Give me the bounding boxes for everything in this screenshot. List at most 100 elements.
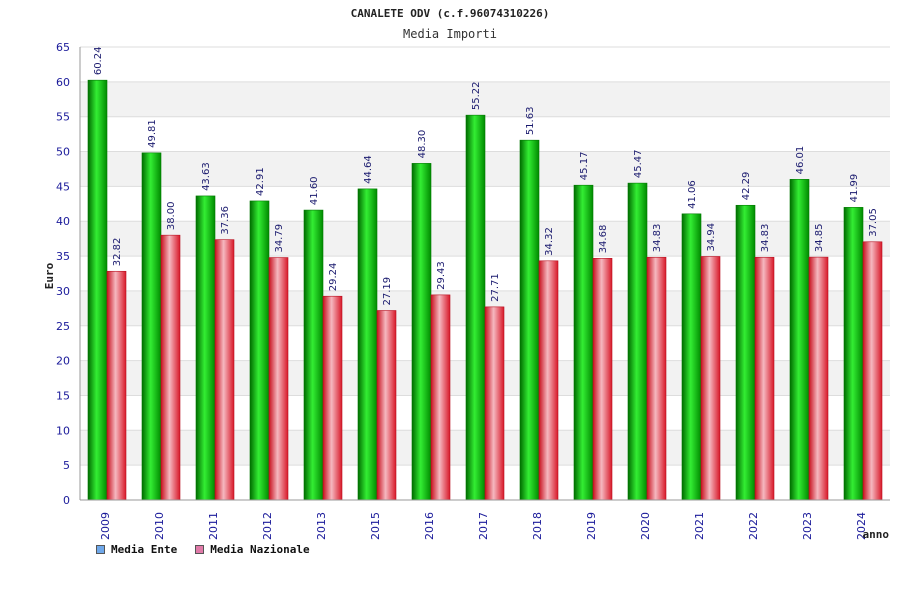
x-tick-label: 2012 bbox=[261, 512, 274, 540]
chart-title: CANALETE ODV (c.f.96074310226) bbox=[351, 7, 550, 20]
data-label: 60.24 bbox=[93, 47, 104, 76]
y-tick-label: 10 bbox=[56, 424, 70, 437]
grid-band bbox=[80, 81, 890, 117]
y-tick-label: 50 bbox=[56, 146, 70, 159]
axes bbox=[79, 47, 890, 501]
bar-media-nazionale bbox=[214, 239, 235, 501]
bar-media-ente bbox=[627, 182, 648, 501]
bar-media-nazionale bbox=[322, 295, 343, 501]
bar-media-nazionale bbox=[538, 260, 559, 501]
data-label: 37.05 bbox=[868, 208, 879, 237]
bar-media-ente bbox=[735, 204, 756, 501]
data-label: 34.79 bbox=[274, 224, 285, 253]
x-tick-label: 2023 bbox=[801, 512, 814, 540]
data-label: 34.83 bbox=[652, 224, 663, 253]
data-label: 44.64 bbox=[363, 155, 374, 184]
bar-media-nazionale bbox=[376, 310, 397, 501]
data-label: 45.47 bbox=[633, 149, 644, 178]
x-tick-label: 2016 bbox=[423, 512, 436, 540]
bar-media-nazionale bbox=[700, 256, 721, 501]
data-label: 32.82 bbox=[112, 238, 123, 267]
data-label: 55.22 bbox=[471, 82, 482, 111]
y-tick-label: 0 bbox=[63, 494, 70, 507]
y-tick-label: 55 bbox=[56, 111, 70, 124]
x-tick-label: 2017 bbox=[477, 512, 490, 540]
bar-media-nazionale bbox=[160, 234, 181, 501]
data-label: 29.24 bbox=[328, 263, 339, 292]
bar-media-ente bbox=[573, 184, 594, 501]
x-tick-label: 2019 bbox=[585, 512, 598, 540]
y-tick-label: 25 bbox=[56, 320, 70, 333]
legend-item-media-nazionale: Media Nazionale bbox=[195, 543, 310, 556]
bars bbox=[87, 79, 883, 501]
x-tick-labels: 2009 2010 2011 2012 2013 2015 2016 2017 2018 2019… bbox=[99, 512, 868, 540]
chart-subtitle: Media Importi bbox=[403, 27, 497, 41]
bar-media-nazionale bbox=[862, 241, 883, 501]
data-label: 43.63 bbox=[201, 162, 212, 191]
data-label: 46.01 bbox=[795, 146, 806, 175]
data-label: 42.29 bbox=[741, 172, 752, 201]
data-label: 34.85 bbox=[814, 223, 825, 252]
data-label: 34.94 bbox=[706, 223, 717, 252]
bar-media-ente bbox=[519, 139, 540, 501]
data-label: 38.00 bbox=[166, 202, 177, 231]
legend-swatch-media-ente bbox=[96, 545, 105, 554]
legend-item-media-ente: Media Ente bbox=[96, 543, 177, 556]
data-label: 48.30 bbox=[417, 130, 428, 159]
bar-media-ente bbox=[249, 200, 270, 501]
data-label: 51.63 bbox=[525, 107, 536, 136]
bar-media-ente bbox=[789, 179, 810, 501]
y-tick-label: 45 bbox=[56, 180, 70, 193]
y-tick-label: 30 bbox=[56, 285, 70, 298]
data-label: 41.99 bbox=[849, 174, 860, 203]
legend-label-media-nazionale: Media Nazionale bbox=[210, 543, 310, 556]
x-axis-label: anno bbox=[863, 528, 890, 541]
x-tick-label: 2013 bbox=[315, 512, 328, 540]
y-axis-label: Euro bbox=[43, 262, 56, 289]
x-tick-label: 2015 bbox=[369, 512, 382, 540]
y-tick-label: 35 bbox=[56, 250, 70, 263]
bar-media-nazionale bbox=[268, 257, 289, 501]
data-label: 34.32 bbox=[544, 227, 555, 256]
data-label: 29.43 bbox=[436, 261, 447, 290]
bar-media-ente bbox=[141, 152, 162, 501]
data-label: 41.06 bbox=[687, 180, 698, 209]
y-tick-label: 65 bbox=[56, 41, 70, 54]
bar-media-nazionale bbox=[484, 306, 505, 501]
bar-media-nazionale bbox=[646, 256, 667, 501]
bar-media-ente bbox=[303, 209, 324, 501]
bar-media-ente bbox=[411, 163, 432, 501]
y-tick-label: 60 bbox=[56, 76, 70, 89]
x-tick-label: 2018 bbox=[531, 512, 544, 540]
legend-label-media-ente: Media Ente bbox=[111, 543, 178, 556]
bar-media-nazionale bbox=[592, 258, 613, 501]
y-tick-label: 5 bbox=[63, 459, 70, 472]
bar-media-ente bbox=[843, 207, 864, 501]
y-tick-label: 15 bbox=[56, 389, 70, 402]
bar-media-ente bbox=[87, 79, 108, 501]
data-label: 45.17 bbox=[579, 152, 590, 181]
x-tick-label: 2009 bbox=[99, 512, 112, 540]
bar-media-ente bbox=[357, 188, 378, 501]
y-tick-label: 20 bbox=[56, 355, 70, 368]
bar-media-nazionale bbox=[430, 294, 451, 501]
legend: Media Ente Media Nazionale bbox=[96, 543, 310, 556]
data-labels: 60.24 32.82 49.81 38.00 43.63 37.36 42.91 34.79… bbox=[93, 47, 879, 306]
bar-media-ente bbox=[681, 213, 702, 501]
data-label: 27.71 bbox=[490, 273, 501, 302]
y-tick-label: 40 bbox=[56, 215, 70, 228]
bar-media-ente bbox=[465, 114, 486, 501]
bar-media-nazionale bbox=[106, 270, 127, 501]
bar-media-nazionale bbox=[808, 256, 829, 501]
data-label: 34.68 bbox=[598, 225, 609, 254]
bar-media-nazionale bbox=[754, 256, 775, 501]
bar-media-ente bbox=[195, 195, 216, 501]
data-label: 41.60 bbox=[309, 176, 320, 205]
x-tick-label: 2021 bbox=[693, 512, 706, 540]
x-tick-label: 2022 bbox=[747, 512, 760, 540]
legend-swatch-media-nazionale bbox=[195, 545, 205, 554]
data-label: 37.36 bbox=[220, 206, 231, 235]
x-tick-label: 2010 bbox=[153, 512, 166, 540]
data-label: 34.83 bbox=[760, 224, 771, 253]
y-tick-labels: 0 5 10 15 20 25 30 35 40 45 50 55 60 65 bbox=[56, 41, 70, 507]
